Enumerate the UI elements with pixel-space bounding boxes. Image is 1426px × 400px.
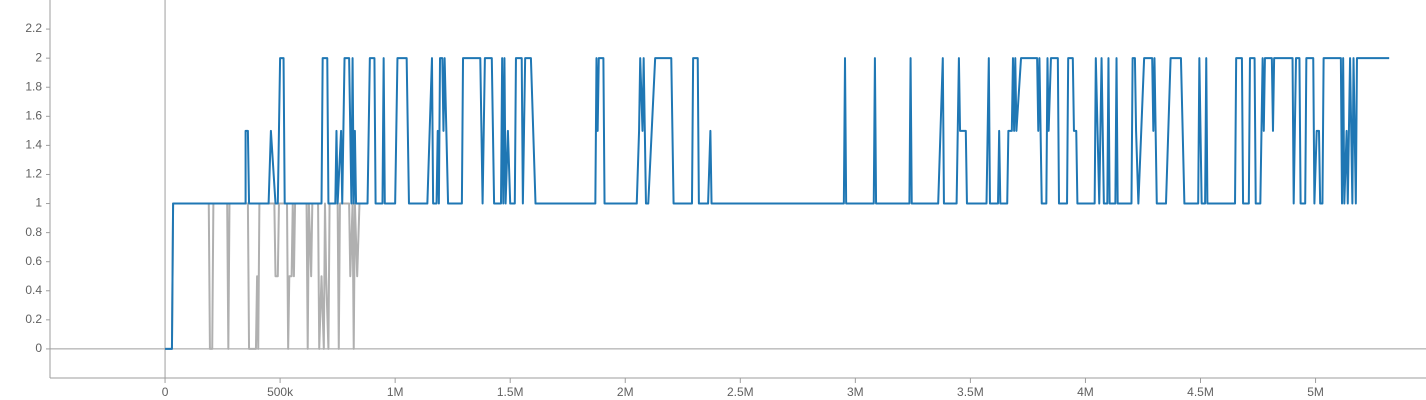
x-tick-label: 2M	[617, 385, 634, 399]
y-tick-label: 1.8	[25, 79, 42, 93]
y-tick-label: 1	[35, 196, 42, 210]
x-tick-label: 4.5M	[1187, 385, 1214, 399]
y-tick-label: 1.2	[25, 167, 42, 181]
series-line	[165, 57, 1390, 350]
y-tick-label: 0.8	[25, 225, 42, 239]
x-tick-label: 0	[162, 385, 169, 399]
y-tick-label: 1.4	[25, 138, 42, 152]
y-tick-label: 0.4	[25, 283, 42, 297]
x-tick-label: 5M	[1307, 385, 1324, 399]
y-tick-label: 1.6	[25, 108, 42, 122]
y-tick-label: 0.2	[25, 312, 42, 326]
x-tick-label: 3.5M	[957, 385, 984, 399]
y-tick-label: 2.2	[25, 21, 42, 35]
x-tick-label: 1M	[387, 385, 404, 399]
x-tick-label: 1.5M	[497, 385, 524, 399]
series-line	[165, 202, 363, 350]
x-tick-label: 500k	[267, 385, 294, 399]
x-tick-label: 3M	[847, 385, 864, 399]
x-tick-label: 4M	[1077, 385, 1094, 399]
y-tick-label: 0.6	[25, 254, 42, 268]
y-tick-label: 2	[35, 50, 42, 64]
x-tick-label: 2.5M	[727, 385, 754, 399]
y-tick-label: 0	[35, 341, 42, 355]
